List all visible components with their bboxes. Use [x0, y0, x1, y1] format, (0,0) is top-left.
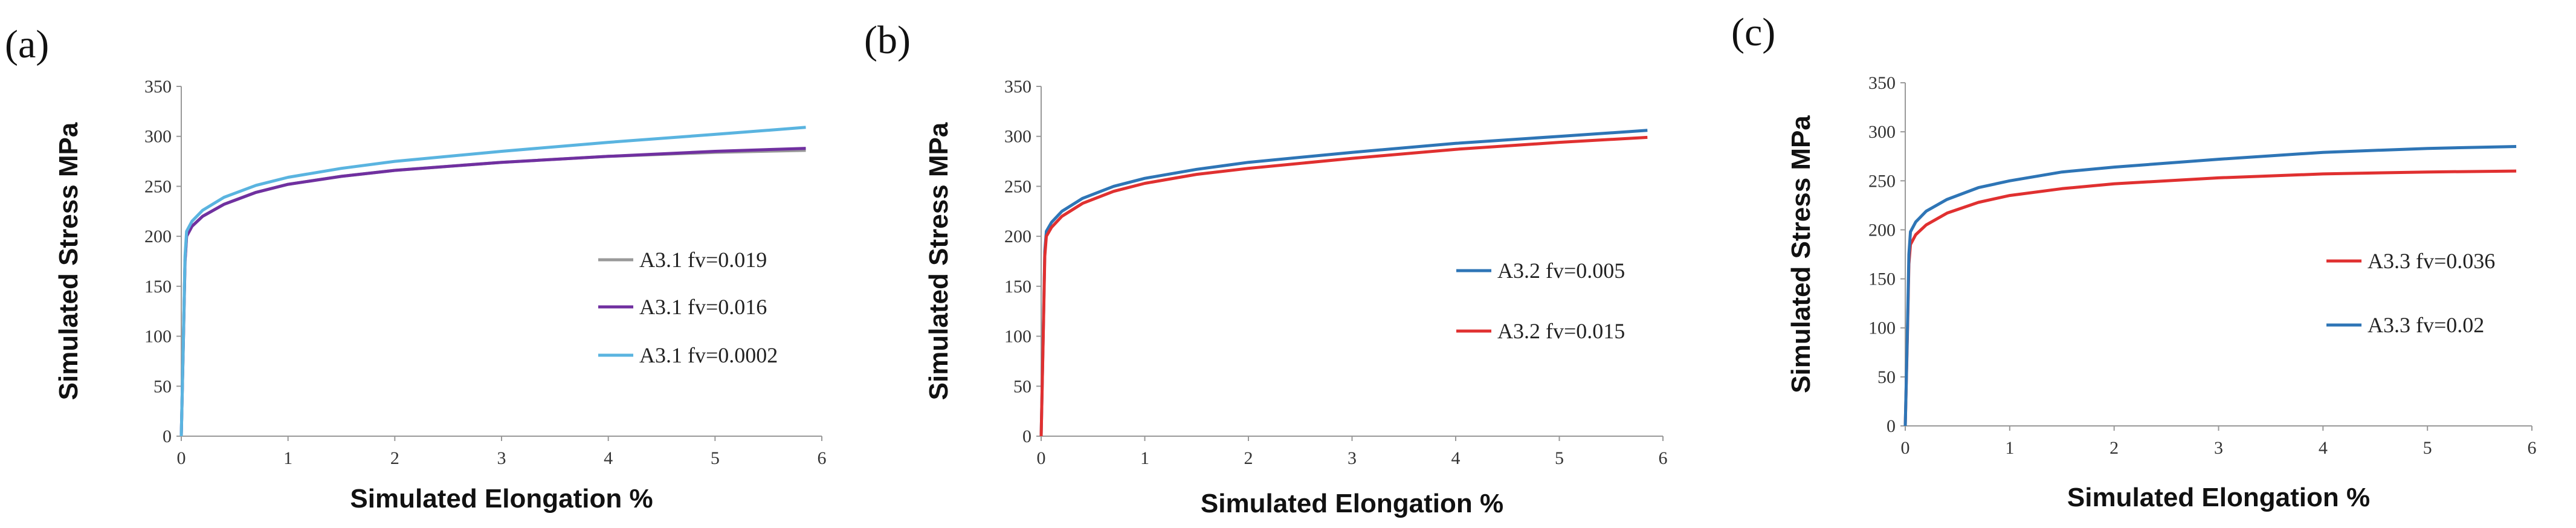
- x-tick-label: 3: [2214, 438, 2223, 458]
- x-tick-label: 0: [1901, 438, 1910, 458]
- x-tick-label: 1: [1140, 448, 1149, 468]
- series-line-a3-2-fv-0-005: [1039, 129, 1648, 437]
- y-axis-title: Simulated Stress MPa: [924, 122, 954, 400]
- chart-panel-a: (a) 0 50 100 150 200 250 300 350 0 1 2 3 4 5 6 Simulated…: [5, 22, 827, 514]
- y-tick-label: 350: [1868, 73, 1896, 93]
- x-tick-label: 1: [2005, 438, 2014, 458]
- y-tick-label: 300: [144, 127, 172, 147]
- y-tick-label: 250: [144, 176, 172, 196]
- x-tick-label: 1: [283, 448, 292, 468]
- y-tick-label: 150: [1004, 277, 1031, 297]
- x-tick-label: 2: [390, 448, 399, 468]
- y-tick-label: 150: [144, 277, 172, 297]
- y-tick-label: 350: [144, 77, 172, 97]
- x-axis-title: Simulated Elongation %: [1201, 489, 1503, 518]
- y-tick-label: 200: [144, 227, 172, 246]
- y-axis-title: Simulated Stress MPa: [54, 122, 83, 400]
- series-line-a3-1-fv-0-019: [179, 149, 806, 437]
- x-tick-label: 0: [1037, 448, 1046, 468]
- x-tick-label: 4: [2319, 438, 2328, 458]
- x-tick-label: 6: [818, 448, 827, 468]
- legend-label: A3.2 fv=0.005: [1497, 259, 1625, 283]
- panel-label: (b): [864, 18, 911, 62]
- legend-label: A3.3 fv=0.036: [2368, 249, 2495, 273]
- series-line-a3-3-fv-0-02: [1903, 145, 2517, 427]
- x-tick-label: 4: [1451, 448, 1461, 468]
- x-tick-label: 4: [604, 448, 613, 468]
- x-axis-title: Simulated Elongation %: [350, 484, 653, 514]
- y-tick-label: 100: [1868, 318, 1896, 338]
- x-tick-label: 5: [1555, 448, 1564, 468]
- legend-label: A3.3 fv=0.02: [2368, 313, 2484, 337]
- y-tick-label: 0: [163, 427, 172, 446]
- panel-label: (c): [1731, 10, 1775, 54]
- series-line-a3-2-fv-0-015: [1039, 135, 1648, 437]
- x-tick-label: 3: [1348, 448, 1357, 468]
- series-line-a3-1-fv-0-016: [179, 147, 806, 437]
- chart-panel-c: (c) 0 50 100 150 200 250 300 350 0 1 2 3 4 5 6 Simulated…: [1731, 10, 2537, 512]
- y-tick-label: 50: [1013, 376, 1031, 396]
- legend-label: A3.2 fv=0.015: [1497, 319, 1625, 343]
- x-tick-label: 6: [1659, 448, 1668, 468]
- series-line-a3-1-fv-0-0002: [179, 126, 806, 437]
- legend-label: A3.1 fv=0.0002: [639, 343, 778, 367]
- y-axis-title: Simulated Stress MPa: [1786, 115, 1816, 393]
- y-tick-label: 200: [1004, 227, 1031, 246]
- y-tick-label: 100: [144, 327, 172, 347]
- y-tick-label: 50: [153, 376, 172, 396]
- y-tick-label: 350: [1004, 77, 1031, 97]
- y-tick-label: 300: [1868, 122, 1896, 142]
- chart-panel-b: (b) 0 50 100 150 200 250 300 350 0 1 2 3 4 5 6 Simulated…: [864, 18, 1668, 518]
- series-line-a3-3-fv-0-036: [1903, 169, 2517, 427]
- panel-label: (a): [5, 22, 49, 66]
- y-tick-label: 0: [1022, 427, 1031, 446]
- y-tick-label: 0: [1887, 416, 1896, 436]
- x-tick-label: 0: [177, 448, 186, 468]
- y-tick-label: 200: [1868, 220, 1896, 240]
- x-tick-label: 5: [711, 448, 720, 468]
- y-tick-label: 50: [1877, 367, 1896, 387]
- y-tick-label: 300: [1004, 127, 1031, 147]
- y-tick-label: 250: [1004, 176, 1031, 196]
- x-tick-label: 3: [497, 448, 506, 468]
- legend-label: A3.1 fv=0.019: [639, 248, 767, 272]
- x-tick-label: 6: [2528, 438, 2537, 458]
- y-tick-label: 150: [1868, 269, 1896, 289]
- legend-label: A3.1 fv=0.016: [639, 295, 767, 319]
- x-tick-label: 2: [1244, 448, 1253, 468]
- x-tick-label: 5: [2423, 438, 2432, 458]
- y-tick-label: 250: [1868, 171, 1896, 191]
- x-tick-label: 2: [2110, 438, 2119, 458]
- y-tick-label: 100: [1004, 327, 1031, 347]
- x-axis-title: Simulated Elongation %: [2067, 483, 2370, 512]
